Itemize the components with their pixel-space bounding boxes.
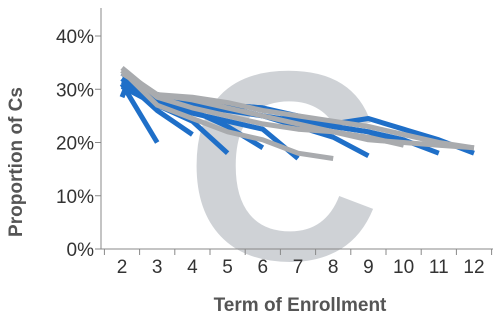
y-tick-label: 30% (56, 80, 94, 101)
y-tick-label: 0% (67, 240, 95, 261)
series-line-11-gray (120, 68, 334, 161)
tick-labels: 0% 10% 20% 30% 40% 2 3 4 5 6 7 8 9 10 11 12 (56, 27, 485, 278)
y-tick-label: 20% (56, 134, 94, 155)
axes (95, 8, 493, 255)
x-tick-label: 10 (393, 257, 414, 278)
x-tick-label: 9 (363, 257, 374, 278)
x-tick-label: 8 (328, 257, 339, 278)
y-axis-title: Proportion of Cs (6, 87, 27, 237)
x-tick-label: 3 (152, 257, 163, 278)
x-tick-label: 2 (117, 257, 128, 278)
x-axis-title: Term of Enrollment (214, 295, 387, 316)
x-tick-label: 11 (429, 257, 449, 278)
x-tick-label: 4 (187, 257, 198, 278)
y-tick-label: 10% (56, 187, 94, 208)
watermark-letter: C (186, 16, 381, 317)
x-tick-label: 6 (258, 257, 269, 278)
y-tick-label: 40% (56, 27, 94, 48)
x-tick-label: 5 (222, 257, 233, 278)
x-tick-label: 12 (463, 257, 484, 278)
series-line-14-gray (120, 71, 475, 151)
series-line-2-blue (119, 82, 160, 144)
x-tick-label: 7 (293, 257, 304, 278)
plot-area (119, 65, 475, 161)
